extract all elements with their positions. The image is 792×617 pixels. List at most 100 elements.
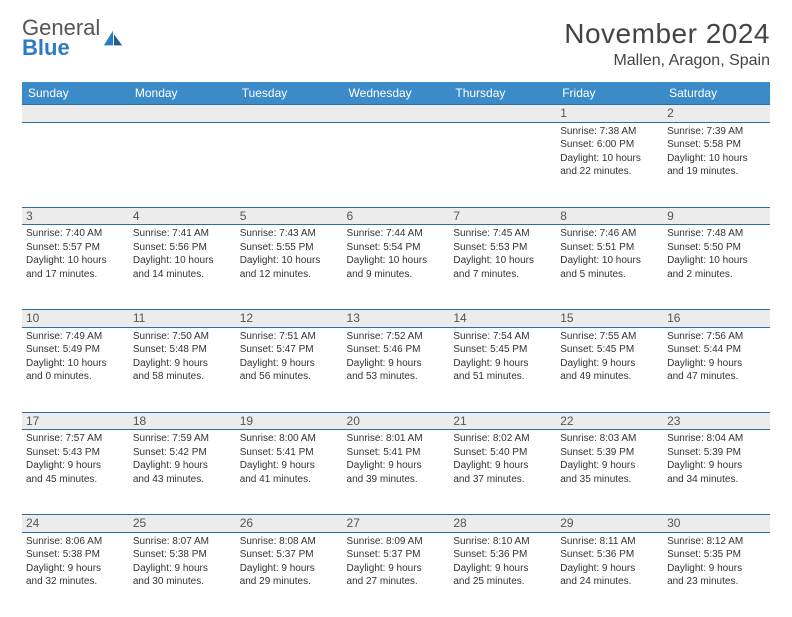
day-number: 30 — [667, 516, 680, 530]
month-title: November 2024 — [564, 18, 770, 50]
daylight-line-1: Daylight: 9 hours — [667, 562, 766, 576]
day-cell: Sunrise: 8:07 AMSunset: 5:38 PMDaylight:… — [129, 532, 236, 617]
daylight-line-2: and 0 minutes. — [26, 370, 125, 384]
daynum-cell: 28 — [449, 515, 556, 533]
day-cell: Sunrise: 7:57 AMSunset: 5:43 PMDaylight:… — [22, 430, 129, 515]
daynum-cell — [22, 105, 129, 123]
day-cell — [129, 122, 236, 207]
daylight-line-1: Daylight: 9 hours — [453, 562, 552, 576]
sunset-line: Sunset: 5:39 PM — [560, 446, 659, 460]
daylight-line-2: and 17 minutes. — [26, 268, 125, 282]
day-cell: Sunrise: 7:50 AMSunset: 5:48 PMDaylight:… — [129, 327, 236, 412]
week-row: Sunrise: 7:49 AMSunset: 5:49 PMDaylight:… — [22, 327, 770, 412]
day-cell: Sunrise: 8:10 AMSunset: 5:36 PMDaylight:… — [449, 532, 556, 617]
day-details: Sunrise: 8:10 AMSunset: 5:36 PMDaylight:… — [453, 535, 552, 589]
daylight-line-2: and 23 minutes. — [667, 575, 766, 589]
sunset-line: Sunset: 5:44 PM — [667, 343, 766, 357]
sunrise-line: Sunrise: 8:12 AM — [667, 535, 766, 549]
day-cell: Sunrise: 8:06 AMSunset: 5:38 PMDaylight:… — [22, 532, 129, 617]
sunrise-line: Sunrise: 8:11 AM — [560, 535, 659, 549]
day-header: Friday — [556, 82, 663, 105]
daynum-cell: 14 — [449, 310, 556, 328]
daylight-line-2: and 53 minutes. — [347, 370, 446, 384]
daynum-cell: 13 — [343, 310, 450, 328]
day-cell: Sunrise: 7:46 AMSunset: 5:51 PMDaylight:… — [556, 225, 663, 310]
sunrise-line: Sunrise: 7:50 AM — [133, 330, 232, 344]
day-details: Sunrise: 8:00 AMSunset: 5:41 PMDaylight:… — [240, 432, 339, 486]
daylight-line-1: Daylight: 9 hours — [453, 357, 552, 371]
day-details: Sunrise: 8:12 AMSunset: 5:35 PMDaylight:… — [667, 535, 766, 589]
day-cell: Sunrise: 7:44 AMSunset: 5:54 PMDaylight:… — [343, 225, 450, 310]
daynum-cell: 11 — [129, 310, 236, 328]
daynum-cell: 1 — [556, 105, 663, 123]
daynum-cell — [129, 105, 236, 123]
daylight-line-1: Daylight: 9 hours — [133, 459, 232, 473]
daynum-cell: 18 — [129, 412, 236, 430]
day-cell: Sunrise: 7:59 AMSunset: 5:42 PMDaylight:… — [129, 430, 236, 515]
day-details: Sunrise: 7:52 AMSunset: 5:46 PMDaylight:… — [347, 330, 446, 384]
day-number: 20 — [347, 414, 360, 428]
sunrise-line: Sunrise: 7:44 AM — [347, 227, 446, 241]
day-cell: Sunrise: 7:43 AMSunset: 5:55 PMDaylight:… — [236, 225, 343, 310]
logo-text: General Blue — [22, 18, 100, 58]
sunset-line: Sunset: 5:38 PM — [26, 548, 125, 562]
daylight-line-1: Daylight: 9 hours — [560, 562, 659, 576]
sunset-line: Sunset: 5:37 PM — [347, 548, 446, 562]
daylight-line-1: Daylight: 9 hours — [453, 459, 552, 473]
sunset-line: Sunset: 5:45 PM — [453, 343, 552, 357]
daylight-line-1: Daylight: 10 hours — [453, 254, 552, 268]
sunrise-line: Sunrise: 8:01 AM — [347, 432, 446, 446]
daynum-cell — [236, 105, 343, 123]
day-number: 23 — [667, 414, 680, 428]
day-number: 19 — [240, 414, 253, 428]
week-row: Sunrise: 8:06 AMSunset: 5:38 PMDaylight:… — [22, 532, 770, 617]
calendar-body: 12Sunrise: 7:38 AMSunset: 6:00 PMDayligh… — [22, 105, 770, 617]
daynum-cell: 19 — [236, 412, 343, 430]
daylight-line-2: and 35 minutes. — [560, 473, 659, 487]
sunset-line: Sunset: 5:36 PM — [453, 548, 552, 562]
day-header: Wednesday — [343, 82, 450, 105]
sunrise-line: Sunrise: 7:38 AM — [560, 125, 659, 139]
sunset-line: Sunset: 5:38 PM — [133, 548, 232, 562]
sunset-line: Sunset: 5:57 PM — [26, 241, 125, 255]
daylight-line-2: and 51 minutes. — [453, 370, 552, 384]
daylight-line-1: Daylight: 10 hours — [240, 254, 339, 268]
day-cell: Sunrise: 8:03 AMSunset: 5:39 PMDaylight:… — [556, 430, 663, 515]
day-cell: Sunrise: 7:54 AMSunset: 5:45 PMDaylight:… — [449, 327, 556, 412]
daynum-cell: 16 — [663, 310, 770, 328]
day-number: 18 — [133, 414, 146, 428]
sunrise-line: Sunrise: 7:55 AM — [560, 330, 659, 344]
sunrise-line: Sunrise: 8:00 AM — [240, 432, 339, 446]
sunrise-line: Sunrise: 7:54 AM — [453, 330, 552, 344]
sunrise-line: Sunrise: 7:39 AM — [667, 125, 766, 139]
daylight-line-1: Daylight: 9 hours — [240, 562, 339, 576]
day-cell: Sunrise: 8:04 AMSunset: 5:39 PMDaylight:… — [663, 430, 770, 515]
daynum-cell — [343, 105, 450, 123]
daylight-line-2: and 2 minutes. — [667, 268, 766, 282]
sunset-line: Sunset: 5:54 PM — [347, 241, 446, 255]
day-details: Sunrise: 8:01 AMSunset: 5:41 PMDaylight:… — [347, 432, 446, 486]
day-number: 5 — [240, 209, 247, 223]
sunset-line: Sunset: 5:41 PM — [240, 446, 339, 460]
day-details: Sunrise: 7:41 AMSunset: 5:56 PMDaylight:… — [133, 227, 232, 281]
sunset-line: Sunset: 5:49 PM — [26, 343, 125, 357]
daynum-cell: 22 — [556, 412, 663, 430]
day-cell — [22, 122, 129, 207]
daynum-row: 3456789 — [22, 207, 770, 225]
day-cell: Sunrise: 8:02 AMSunset: 5:40 PMDaylight:… — [449, 430, 556, 515]
day-header: Monday — [129, 82, 236, 105]
sunset-line: Sunset: 5:46 PM — [347, 343, 446, 357]
sunrise-line: Sunrise: 8:08 AM — [240, 535, 339, 549]
day-number: 2 — [667, 106, 674, 120]
daynum-cell: 4 — [129, 207, 236, 225]
sunset-line: Sunset: 5:58 PM — [667, 138, 766, 152]
daynum-cell: 30 — [663, 515, 770, 533]
day-details: Sunrise: 8:09 AMSunset: 5:37 PMDaylight:… — [347, 535, 446, 589]
day-details: Sunrise: 7:44 AMSunset: 5:54 PMDaylight:… — [347, 227, 446, 281]
daylight-line-2: and 30 minutes. — [133, 575, 232, 589]
daylight-line-2: and 58 minutes. — [133, 370, 232, 384]
day-header: Tuesday — [236, 82, 343, 105]
daylight-line-1: Daylight: 9 hours — [240, 357, 339, 371]
day-number: 1 — [560, 106, 567, 120]
daylight-line-1: Daylight: 10 hours — [667, 152, 766, 166]
